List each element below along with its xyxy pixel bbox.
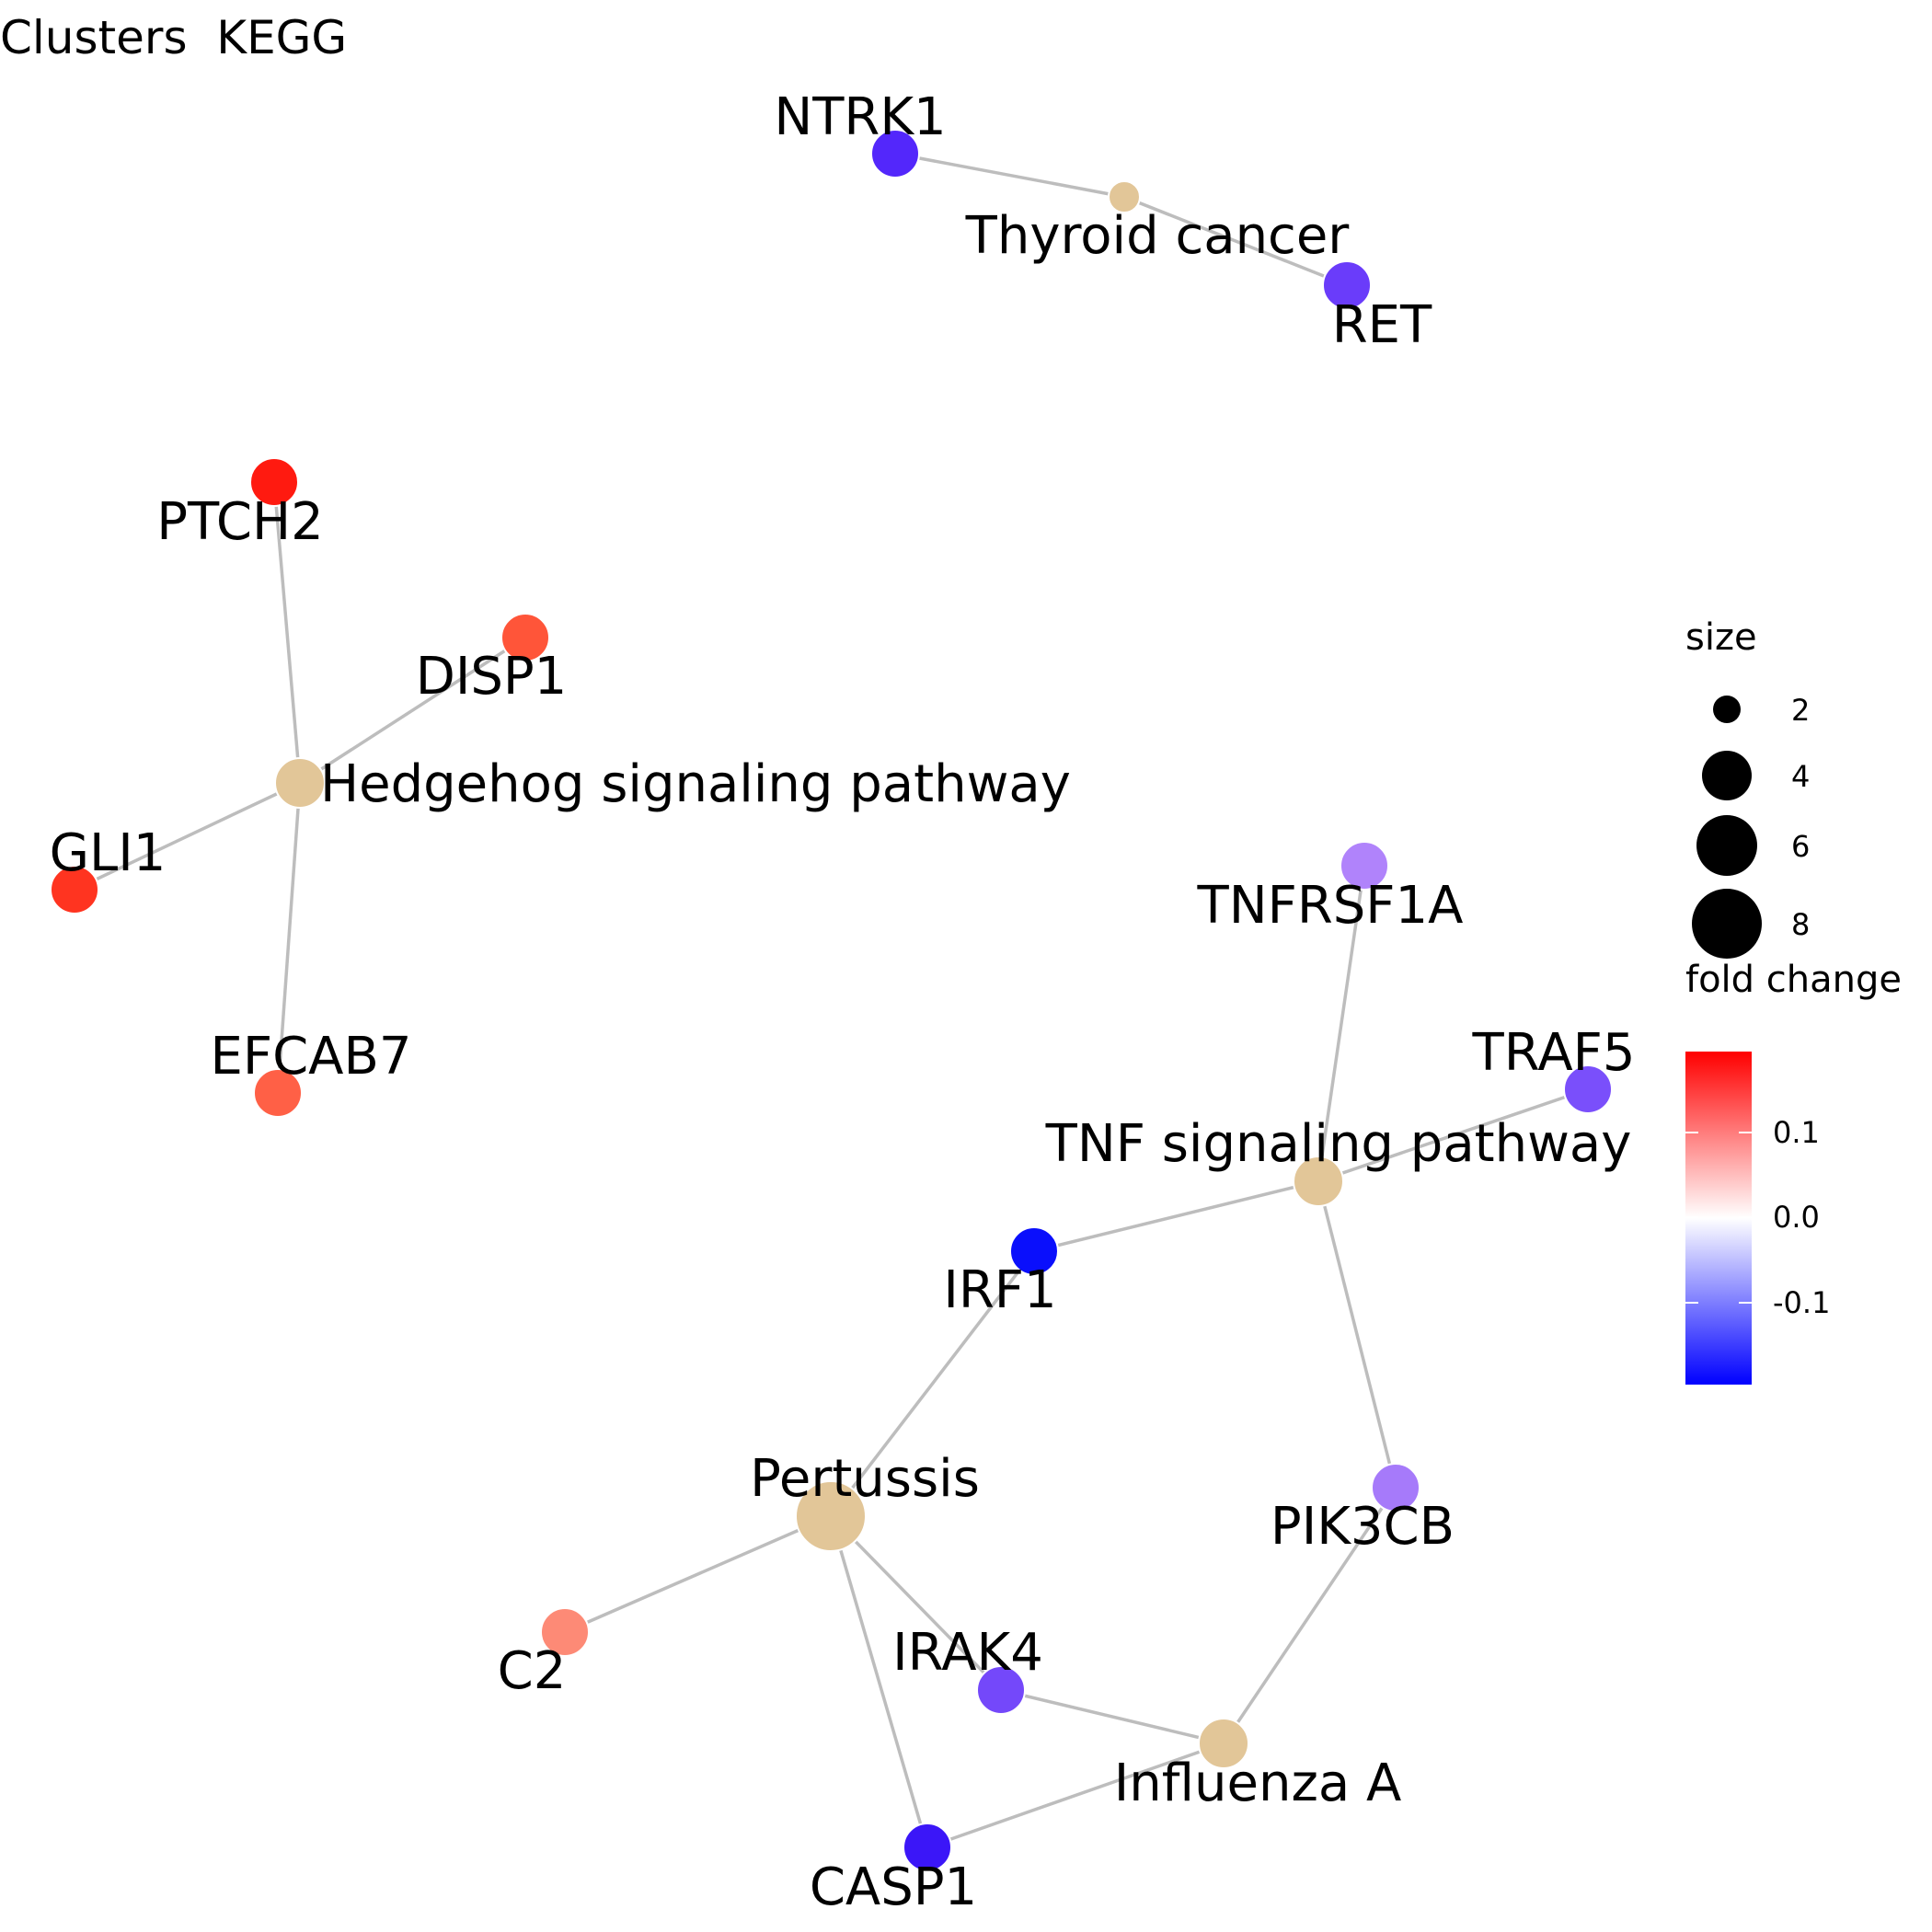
node-thyroid-cancer (1108, 180, 1141, 213)
node-label-ptch2: PTCH2 (156, 492, 324, 552)
node-label-irak4: IRAK4 (892, 1623, 1043, 1683)
color-tick-label-2: -0.1 (1773, 1285, 1830, 1320)
node-tnf-signaling-pathway (1293, 1156, 1344, 1207)
node-label-disp1: DISP1 (416, 647, 568, 707)
node-label-casp1: CASP1 (810, 1857, 977, 1917)
node-label-pik3cb: PIK3CB (1271, 1497, 1455, 1557)
node-label-tnfrsf1a: TNFRSF1A (1197, 876, 1464, 936)
node-irf1 (1009, 1226, 1059, 1276)
node-label-ntrk1: NTRK1 (774, 87, 946, 147)
node-label-influenza-a: Influenza A (1114, 1754, 1402, 1813)
edge-disp1-hedgehog-signaling-pathway (299, 636, 526, 785)
edge-irak4-influenza-a (1000, 1688, 1225, 1745)
size-key-label-6: 6 (1791, 829, 1810, 864)
size-legend-keys: 2 4 6 8 (1692, 693, 1810, 959)
edge-traf5-tnf-signaling-pathway (1317, 1087, 1589, 1183)
node-disp1 (500, 613, 550, 662)
node-hedgehog-signaling-pathway (274, 757, 326, 809)
size-key-label-4: 4 (1791, 759, 1810, 794)
size-key-8 (1692, 889, 1762, 959)
size-key-label-8: 8 (1791, 907, 1810, 942)
node-efcab7 (253, 1068, 303, 1118)
edge-efcab7-hedgehog-signaling-pathway (276, 782, 302, 1094)
labels-layer: NTRK1 Thyroid cancer RET PTCH2 DISP1 Hedgehog… (50, 87, 1636, 1917)
node-label-ret: RET (1332, 295, 1432, 355)
edges-layer (74, 152, 1589, 1849)
node-label-tnf-signaling-pathway: TNF signaling pathway (1045, 1114, 1632, 1174)
size-legend-title: size (1685, 616, 1757, 659)
node-casp1 (903, 1823, 952, 1872)
node-traf5 (1563, 1064, 1613, 1114)
node-influenza-a (1198, 1718, 1249, 1769)
edge-pik3cb-influenza-a (1222, 1487, 1397, 1744)
node-label-irf1: IRF1 (943, 1260, 1056, 1320)
edge-pik3cb-tnf-signaling-pathway (1317, 1180, 1397, 1489)
node-ptch2 (249, 457, 299, 507)
node-c2 (540, 1607, 590, 1657)
color-legend-ticks: 0.1 0.0 -0.1 (1685, 1115, 1830, 1320)
color-tick-label-0: 0.1 (1773, 1115, 1820, 1150)
node-label-hedgehog-signaling-pathway: Hedgehog signaling pathway (320, 754, 1071, 814)
size-key-label-2: 2 (1791, 693, 1810, 728)
size-key-4 (1702, 751, 1752, 800)
node-ret (1322, 260, 1372, 310)
color-legend-title: fold change (1685, 959, 1902, 1001)
node-pertussis (795, 1480, 867, 1552)
edge-c2-pertussis (564, 1514, 832, 1634)
edge-casp1-pertussis (829, 1515, 929, 1848)
node-gli1 (50, 865, 99, 914)
edge-ptch2-hedgehog-signaling-pathway (272, 481, 302, 784)
node-tnfrsf1a (1340, 841, 1389, 891)
edge-casp1-influenza-a (926, 1742, 1225, 1849)
node-pik3cb (1371, 1463, 1420, 1512)
node-label-efcab7: EFCAB7 (210, 1027, 411, 1087)
legend: size 2 4 6 8 fold change 0.1 0.0 -0.1 (1685, 616, 1902, 1385)
node-ntrk1 (870, 129, 920, 178)
node-label-thyroid-cancer: Thyroid cancer (965, 206, 1351, 266)
node-label-c2: C2 (498, 1641, 567, 1701)
node-label-gli1: GLI1 (50, 823, 167, 883)
edge-irf1-tnf-signaling-pathway (1033, 1179, 1319, 1253)
plot-title: Clusters KEGG (0, 11, 348, 64)
node-label-pertussis: Pertussis (750, 1449, 980, 1509)
edge-irak4-pertussis (829, 1514, 1003, 1692)
size-key-6 (1696, 815, 1757, 876)
edge-gli1-hedgehog-signaling-pathway (74, 781, 301, 891)
size-key-2 (1713, 696, 1741, 723)
edge-tnfrsf1a-tnf-signaling-pathway (1317, 865, 1366, 1182)
color-tick-label-1: 0.0 (1773, 1200, 1820, 1235)
edge-ntrk1-thyroid-cancer (894, 152, 1125, 199)
node-irak4 (976, 1665, 1026, 1715)
edge-thyroid-cancer-ret (1123, 195, 1348, 287)
node-label-traf5: TRAF5 (1472, 1023, 1636, 1083)
nodes-layer (50, 129, 1613, 1872)
edge-irf1-pertussis (829, 1249, 1036, 1518)
